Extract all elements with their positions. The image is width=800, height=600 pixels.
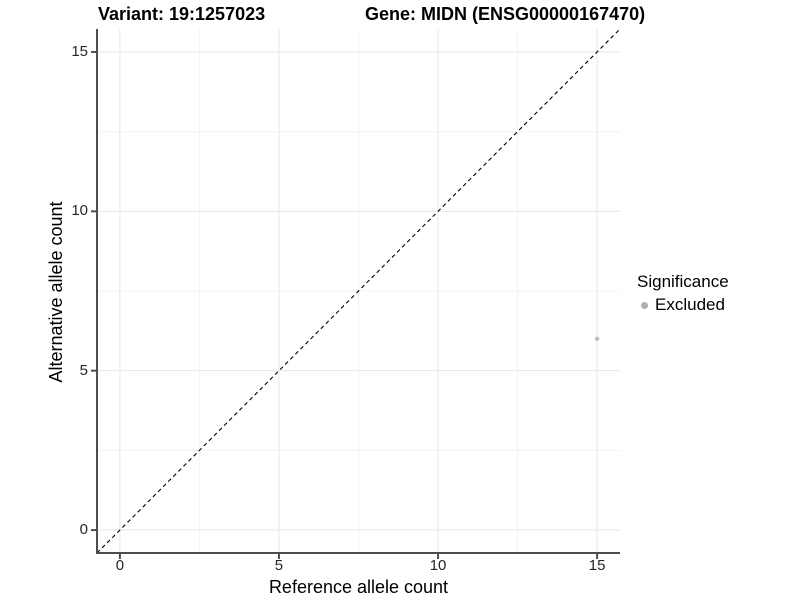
legend: Significance Excluded <box>637 272 729 315</box>
identity-line <box>96 28 621 554</box>
legend-title: Significance <box>637 272 729 291</box>
y-tick-label: 0 <box>79 521 88 539</box>
y-tick-label: 15 <box>71 42 88 60</box>
data-point <box>594 336 600 342</box>
y-tick-label: 10 <box>71 202 88 220</box>
plot-title-variant: Variant: 19:1257023 <box>98 4 266 24</box>
y-tick-label: 5 <box>79 361 88 379</box>
plot-title-gene: Gene: MIDN (ENSG00000167470) <box>365 4 646 24</box>
x-tick-label: 10 <box>429 557 447 574</box>
legend-point-icon <box>641 301 648 309</box>
x-tick-label: 15 <box>588 557 606 574</box>
x-tick-label: 0 <box>115 557 125 574</box>
legend-entry-excluded: Excluded <box>637 295 729 315</box>
x-tick-label: 5 <box>274 557 284 574</box>
x-axis-title: Reference allele count <box>268 577 449 597</box>
legend-entry-label: Excluded <box>655 295 725 314</box>
